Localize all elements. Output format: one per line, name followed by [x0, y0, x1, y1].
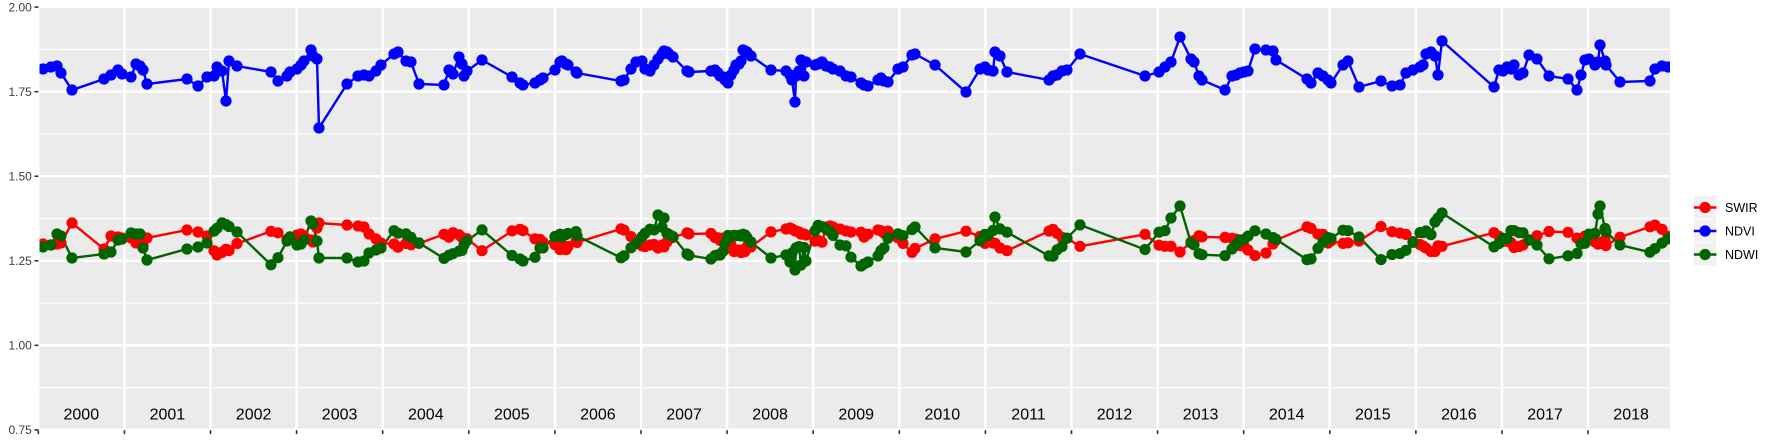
svg-text:1.00: 1.00	[8, 339, 32, 353]
svg-text:2016: 2016	[1441, 406, 1477, 423]
svg-text:2010: 2010	[925, 406, 961, 423]
svg-text:2011: 2011	[1011, 406, 1046, 423]
svg-text:2008: 2008	[752, 406, 788, 423]
svg-text:2012: 2012	[1097, 406, 1133, 423]
svg-text:SWIR: SWIR	[1725, 201, 1758, 215]
svg-text:1.75: 1.75	[8, 85, 32, 99]
svg-text:2000: 2000	[64, 406, 100, 423]
svg-text:2009: 2009	[838, 406, 874, 423]
svg-text:2005: 2005	[494, 406, 530, 423]
svg-text:1.50: 1.50	[8, 170, 32, 184]
svg-text:1.25: 1.25	[8, 254, 32, 268]
svg-text:NDVI: NDVI	[1725, 224, 1755, 238]
svg-text:2003: 2003	[322, 406, 358, 423]
svg-text:0.75: 0.75	[8, 423, 32, 437]
svg-text:2013: 2013	[1183, 406, 1219, 423]
svg-text:2001: 2001	[150, 406, 186, 423]
svg-text:2.00: 2.00	[8, 0, 32, 14]
svg-text:2014: 2014	[1269, 406, 1305, 423]
svg-text:2004: 2004	[408, 406, 444, 423]
svg-text:2017: 2017	[1527, 406, 1563, 423]
svg-text:2002: 2002	[236, 406, 272, 423]
svg-text:NDWI: NDWI	[1725, 248, 1758, 262]
svg-text:2018: 2018	[1613, 406, 1649, 423]
svg-text:2006: 2006	[580, 406, 616, 423]
svg-text:2015: 2015	[1355, 406, 1391, 423]
svg-text:2007: 2007	[666, 406, 702, 423]
